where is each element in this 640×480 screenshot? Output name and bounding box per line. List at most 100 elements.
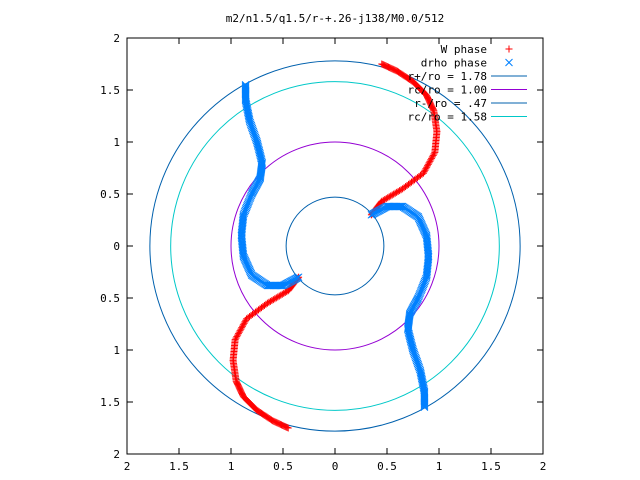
data-point-s0-a0-119: [388, 191, 396, 199]
x-tick-label-5: 0.5: [377, 460, 397, 473]
data-point-s1-a1-127: [257, 157, 266, 166]
data-point-s0-a0-84: [431, 148, 439, 156]
data-point-s1-a0-42: [414, 213, 423, 221]
data-point-s1-a0-50: [419, 223, 427, 232]
data-point-s1-a0-52: [420, 226, 428, 235]
data-point-s0-a1-114: [266, 297, 274, 305]
data-point-s0-a0-90: [426, 157, 434, 165]
legend-label-1: drho phase: [421, 57, 487, 70]
data-point-s1-a0-129: [405, 329, 413, 338]
data-point-s0-a1-91: [237, 325, 245, 333]
y-tick-label-7: 1.5: [100, 396, 120, 409]
data-point-s1-a1-138: [253, 141, 262, 149]
data-point-s1-a0-131: [405, 332, 414, 341]
data-point-s0-a0-92: [424, 160, 432, 168]
data-point-s1-a0-48: [417, 221, 426, 229]
data-point-s0-a0-87: [428, 153, 436, 161]
data-point-s0-a1-95: [240, 319, 248, 327]
legend-label-5: rc/ro = 1.58: [408, 111, 487, 124]
data-point-s1-a1-132: [256, 150, 264, 158]
data-point-s1-a1-52: [242, 257, 250, 266]
data-point-s1-a1-181: [241, 82, 250, 90]
y-tick-label-2: 1: [113, 136, 120, 149]
phase-markers: [229, 60, 441, 432]
circle-series-5: [170, 81, 500, 411]
data-point-s1-a0-139: [408, 344, 417, 353]
data-point-s1-a1-128: [257, 155, 266, 164]
data-point-s1-a1-179: [241, 84, 250, 92]
legend-label-4: r-/ro = .47: [414, 97, 487, 110]
data-point-s0-a0-117: [391, 189, 399, 197]
legend-label-2: r+/ro = 1.78: [408, 70, 487, 83]
data-point-s1-a1-49: [243, 261, 252, 270]
data-point-s1-a0-181: [420, 402, 429, 410]
data-point-s0-a0-120: [387, 192, 395, 200]
data-point-s1-a1-139: [253, 139, 262, 148]
data-point-s1-a0-134: [406, 337, 415, 345]
data-point-s1-a0-128: [404, 328, 413, 337]
circle-series-4: [285, 196, 385, 296]
data-point-s0-a1-118: [272, 294, 280, 302]
data-point-s0-a1-120: [275, 292, 283, 300]
data-point-s0-a1-112: [263, 299, 271, 307]
data-point-s0-a1-123: [280, 289, 288, 297]
data-point-s1-a0-97: [414, 292, 423, 301]
chart-title: m2/n1.5/q1.5/r-+.26-j138/M0.0/512: [226, 12, 445, 25]
data-point-s1-a0-133: [406, 335, 415, 344]
data-point-s0-a1-113: [265, 298, 273, 306]
data-point-s1-a0-130: [405, 331, 414, 339]
data-point-s0-a1-85: [232, 334, 240, 342]
circle-series-2: [149, 60, 521, 432]
y-tick-label-3: 0.5: [100, 188, 120, 201]
data-point-s0-a1-122: [278, 290, 286, 298]
data-point-s1-a1-53: [241, 256, 250, 265]
data-point-s0-a1-93: [239, 322, 247, 330]
data-point-s0-a1-96: [241, 318, 249, 326]
data-point-s0-a1-88: [234, 330, 242, 338]
data-point-s0-a1-121: [277, 291, 285, 299]
x-tick-label-4: 0: [332, 460, 339, 473]
data-point-s0-a1-124: [281, 289, 289, 297]
data-point-s0-a0-85: [430, 150, 438, 158]
data-point-s1-a1-180: [241, 83, 250, 91]
data-point-s1-a0-182: [420, 403, 429, 412]
data-point-s0-a0-115: [394, 187, 402, 195]
data-point-s1-a0-46: [416, 218, 425, 227]
data-point-s1-a1-133: [255, 148, 264, 157]
data-point-s0-a1-86: [233, 333, 241, 341]
data-point-s1-a0-49: [418, 222, 427, 231]
data-point-s1-a0-180: [420, 401, 429, 409]
data-point-s1-a1-182: [241, 80, 250, 89]
y-tick-label-6: 1: [113, 344, 120, 357]
x-tick-label-7: 1.5: [481, 460, 501, 473]
data-point-s1-a1-43: [247, 269, 256, 278]
x-tick-label-2: 1: [228, 460, 235, 473]
data-point-s0-a1-117: [271, 295, 279, 303]
x-tick-label-6: 1: [436, 460, 443, 473]
legend-label-0: W phase: [441, 43, 487, 56]
data-point-s1-a1-135: [255, 145, 263, 154]
data-point-s0-a1-116: [269, 296, 277, 304]
data-point-s0-a0-121: [385, 193, 393, 201]
data-point-s0-a0-93: [423, 162, 431, 170]
data-point-s1-a0-132: [406, 334, 414, 342]
y-tick-label-4: 0: [113, 240, 120, 253]
data-point-s1-a0-44: [415, 215, 424, 224]
data-point-s1-a0-47: [417, 219, 426, 228]
data-point-s0-a0-124: [381, 195, 389, 203]
data-point-s1-a1-153: [246, 118, 255, 127]
data-point-s1-a1-131: [256, 151, 265, 160]
data-point-s1-a1-45: [246, 267, 254, 275]
data-point-s1-a1-47: [244, 264, 253, 273]
data-point-s1-a1-54: [240, 255, 249, 263]
data-point-s0-a0-123: [382, 195, 390, 203]
data-point-s0-a1-87: [234, 331, 242, 339]
data-point-s0-a0-96: [421, 166, 429, 174]
data-point-s0-a0-86: [429, 151, 437, 159]
data-point-s1-a1-134: [255, 147, 264, 155]
data-point-s1-a0-153: [415, 365, 424, 374]
data-point-s0-a0-89: [427, 156, 435, 164]
data-point-s1-a0-43: [414, 214, 423, 223]
